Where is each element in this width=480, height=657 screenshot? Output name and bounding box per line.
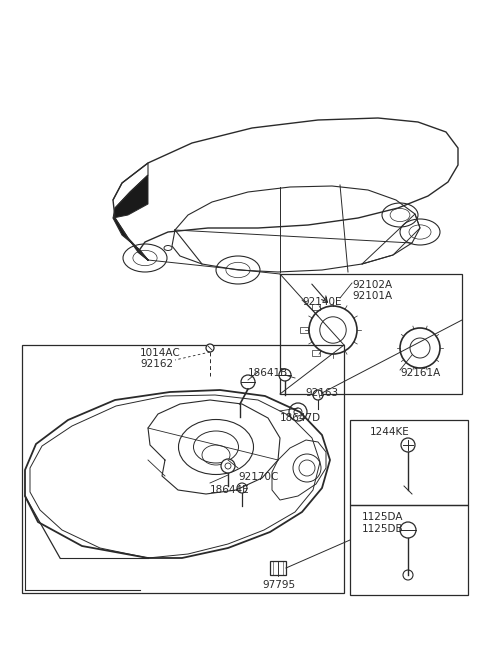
Text: 1014AC: 1014AC: [140, 348, 181, 358]
Bar: [350, 420, 468, 505]
Bar: [22, 345, 344, 593]
Circle shape: [401, 438, 415, 452]
Circle shape: [206, 344, 214, 352]
Text: 1125DB: 1125DB: [362, 524, 404, 534]
Text: 92140E: 92140E: [302, 297, 341, 307]
Circle shape: [237, 483, 247, 493]
Text: 1125DA: 1125DA: [362, 512, 404, 522]
Circle shape: [279, 369, 291, 381]
Bar: [312, 304, 320, 309]
Text: 92162: 92162: [140, 359, 173, 369]
Text: 92170C: 92170C: [238, 472, 278, 482]
Bar: [270, 561, 286, 575]
Text: 97795: 97795: [262, 580, 295, 590]
Bar: [300, 327, 308, 333]
Text: 18644E: 18644E: [210, 485, 250, 495]
Text: 92101A: 92101A: [352, 291, 392, 301]
Text: 92102A: 92102A: [352, 280, 392, 290]
Circle shape: [403, 570, 413, 580]
Text: 92161A: 92161A: [400, 368, 440, 378]
Text: 92163: 92163: [305, 388, 338, 398]
Circle shape: [241, 375, 255, 389]
Bar: [350, 505, 468, 595]
Text: 1244KE: 1244KE: [370, 427, 410, 437]
Circle shape: [221, 459, 235, 473]
Polygon shape: [113, 175, 148, 218]
Bar: [312, 350, 320, 357]
Polygon shape: [113, 218, 148, 260]
Bar: [280, 274, 462, 394]
Circle shape: [313, 390, 323, 400]
Text: 18641B: 18641B: [248, 368, 288, 378]
Circle shape: [289, 403, 307, 421]
Text: 18647D: 18647D: [280, 413, 321, 423]
Circle shape: [400, 522, 416, 538]
